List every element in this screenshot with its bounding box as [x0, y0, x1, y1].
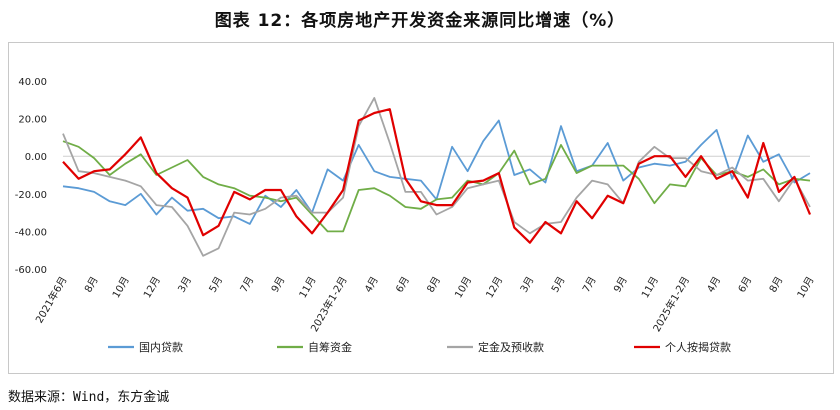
- x-tick-label: 4月: [705, 275, 724, 295]
- y-tick-label: -40.00: [15, 227, 47, 238]
- legend-label-3: 定金及预收款: [478, 340, 544, 354]
- x-tick-label: 5月: [549, 275, 568, 295]
- x-tick-label: 7月: [238, 275, 257, 295]
- x-tick-label: 10月: [452, 275, 474, 301]
- chart-title: 图表 12：各项房地产开发资金来源同比增速（%）: [214, 11, 626, 31]
- x-tick-label: 5月: [207, 275, 226, 295]
- x-tick-label: 11月: [297, 275, 319, 301]
- legend: 国内贷款 自筹资金 定金及预收款 个人按揭贷款: [108, 340, 731, 354]
- x-tick-label: 6月: [736, 275, 755, 295]
- chart-frame: [8, 42, 834, 374]
- y-tick-label: 0.00: [25, 152, 47, 163]
- y-tick-label: -20.00: [15, 190, 47, 201]
- y-tick-label: 40.00: [18, 77, 47, 88]
- x-tick-label: 11月: [639, 275, 661, 301]
- x-tick-label: 7月: [580, 275, 599, 295]
- x-tick-label: 12月: [484, 275, 506, 301]
- series-line-4: [62, 108, 812, 244]
- y-tick-label: 20.00: [18, 115, 47, 126]
- x-tick-label: 2021年6月: [32, 274, 69, 325]
- series-line-1: [62, 119, 811, 225]
- x-tick-label: 9月: [269, 275, 288, 295]
- x-tick-label: 10月: [795, 275, 817, 301]
- x-tick-label: 12月: [141, 275, 163, 301]
- legend-label-4: 个人按揭贷款: [665, 340, 731, 354]
- x-tick-label: 10月: [110, 275, 132, 301]
- line-chart: 40.00 20.00 0.00 -20.00 -40.00 -60.00 2021年6月…: [15, 77, 817, 354]
- x-tick-label: 8月: [767, 275, 786, 295]
- series-line-3: [62, 97, 811, 257]
- x-tick-label: 8月: [82, 275, 101, 295]
- y-tick-label: -60.00: [15, 265, 47, 276]
- series-line-2: [62, 140, 811, 233]
- x-tick-label: 4月: [362, 275, 381, 295]
- y-axis-labels: 40.00 20.00 0.00 -20.00 -40.00 -60.00: [15, 77, 47, 276]
- source-note: 数据来源：Wind，东方金诚: [8, 390, 170, 405]
- x-tick-label: 3月: [518, 275, 537, 295]
- legend-label-2: 自筹资金: [308, 340, 352, 354]
- x-tick-label: 3月: [176, 275, 195, 295]
- legend-label-1: 国内贷款: [139, 340, 183, 354]
- series-lines: [62, 97, 812, 257]
- x-tick-label: 8月: [425, 275, 444, 295]
- x-tick-label: 6月: [393, 275, 412, 295]
- x-tick-label: 9月: [611, 275, 630, 295]
